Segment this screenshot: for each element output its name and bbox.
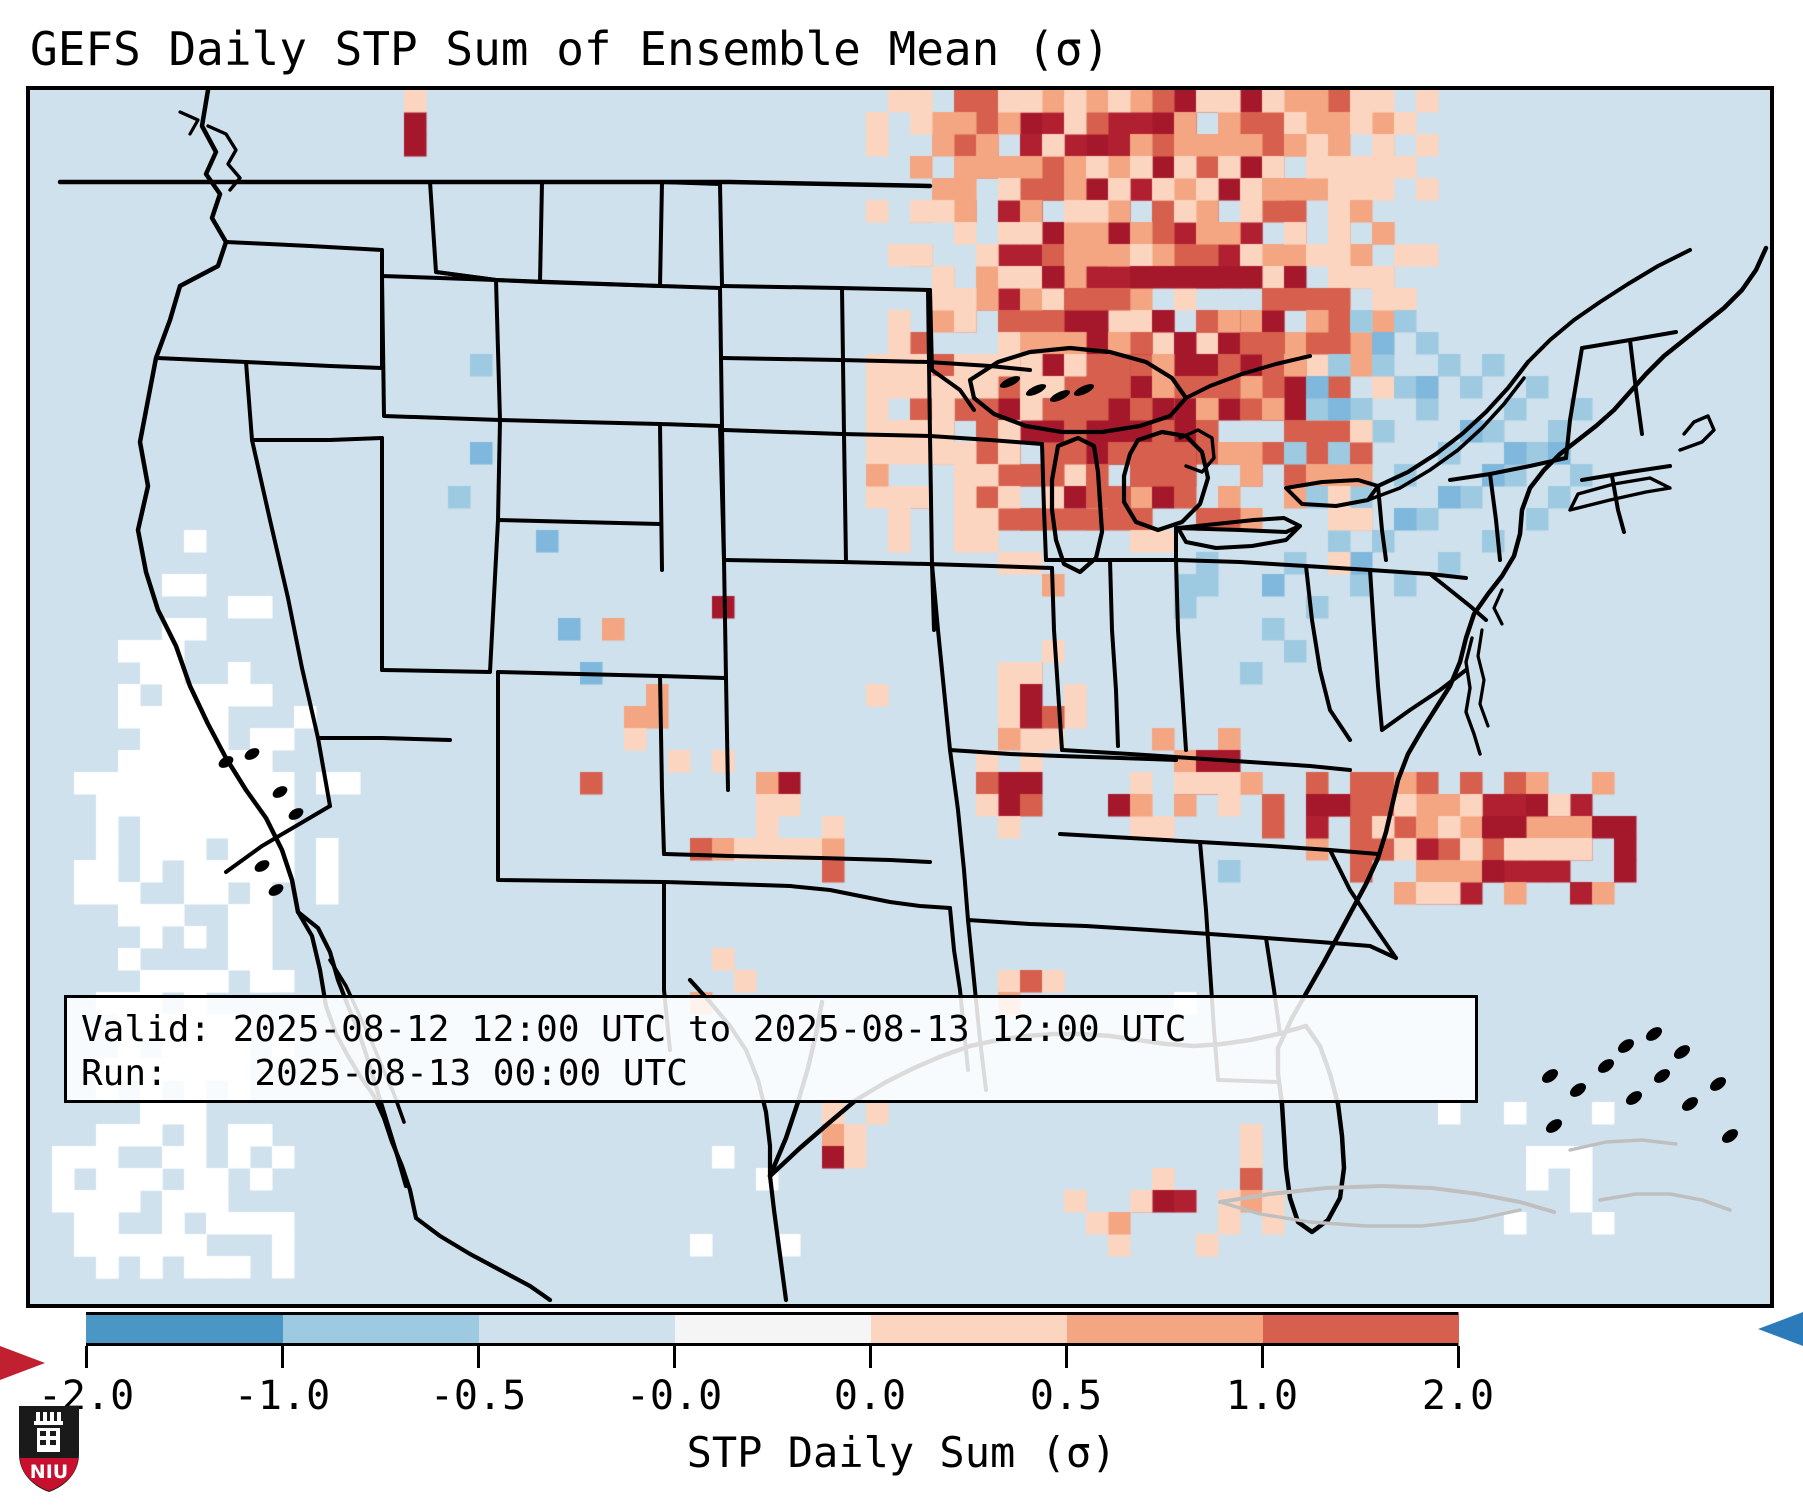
colorbar[interactable] — [0, 1312, 1803, 1380]
colorbar-segment — [674, 1312, 871, 1346]
colorbar-segment — [1066, 1312, 1263, 1346]
run-time-line: Run: 2025-08-13 00:00 UTC — [81, 1053, 688, 1094]
colorbar-segment — [282, 1312, 479, 1346]
colorbar-under-arrow — [0, 1312, 1803, 1346]
map-inner — [30, 90, 1770, 1304]
colorbar-tick-label: 1.0 — [1225, 1373, 1299, 1419]
colorbar-tick — [1261, 1346, 1264, 1368]
colorbar-frame — [86, 1312, 1458, 1346]
colorbar-tick-label: -0.5 — [429, 1373, 527, 1419]
colorbar-tick — [869, 1346, 872, 1368]
niu-logo: NIU — [19, 1406, 79, 1492]
colorbar-tick-label: -0.0 — [625, 1373, 723, 1419]
colorbar-tick — [1457, 1346, 1460, 1368]
colorbar-over-arrow — [0, 1346, 1803, 1380]
colorbar-tick — [477, 1346, 480, 1368]
colorbar-segment — [1262, 1312, 1459, 1346]
colorbar-tick — [673, 1346, 676, 1368]
colorbar-tick-label: 2.0 — [1421, 1373, 1495, 1419]
colorbar-tick — [85, 1346, 88, 1368]
colorbar-body[interactable] — [86, 1312, 1459, 1346]
colorbar-axis-label: STP Daily Sum (σ) — [686, 1428, 1117, 1477]
colorbar-tick-label: 0.0 — [833, 1373, 907, 1419]
colorbar-tick — [281, 1346, 284, 1368]
map-plot-area[interactable]: Valid: 2025-08-12 12:00 UTC to 2025-08-1… — [26, 86, 1774, 1308]
colorbar-tick-label: 0.5 — [1029, 1373, 1103, 1419]
colorbar-segment — [86, 1312, 283, 1346]
map-geography-overlay — [57, 90, 1769, 1303]
colorbar-segment — [870, 1312, 1067, 1346]
valid-run-info-box: Valid: 2025-08-12 12:00 UTC to 2025-08-1… — [64, 995, 1478, 1103]
colorbar-tick-labels: -2.0 -1.0 -0.5 -0.0 0.0 0.5 1.0 2.0 — [0, 1372, 1803, 1420]
colorbar-tick — [1065, 1346, 1068, 1368]
valid-time-line: Valid: 2025-08-12 12:00 UTC to 2025-08-1… — [81, 1009, 1187, 1050]
colorbar-tick-label: -1.0 — [233, 1373, 331, 1419]
colorbar-ticks — [0, 1346, 1803, 1370]
niu-logo-text: NIU — [30, 1461, 68, 1483]
colorbar-segment — [478, 1312, 675, 1346]
page-title: GEFS Daily STP Sum of Ensemble Mean (σ) — [30, 22, 1111, 76]
